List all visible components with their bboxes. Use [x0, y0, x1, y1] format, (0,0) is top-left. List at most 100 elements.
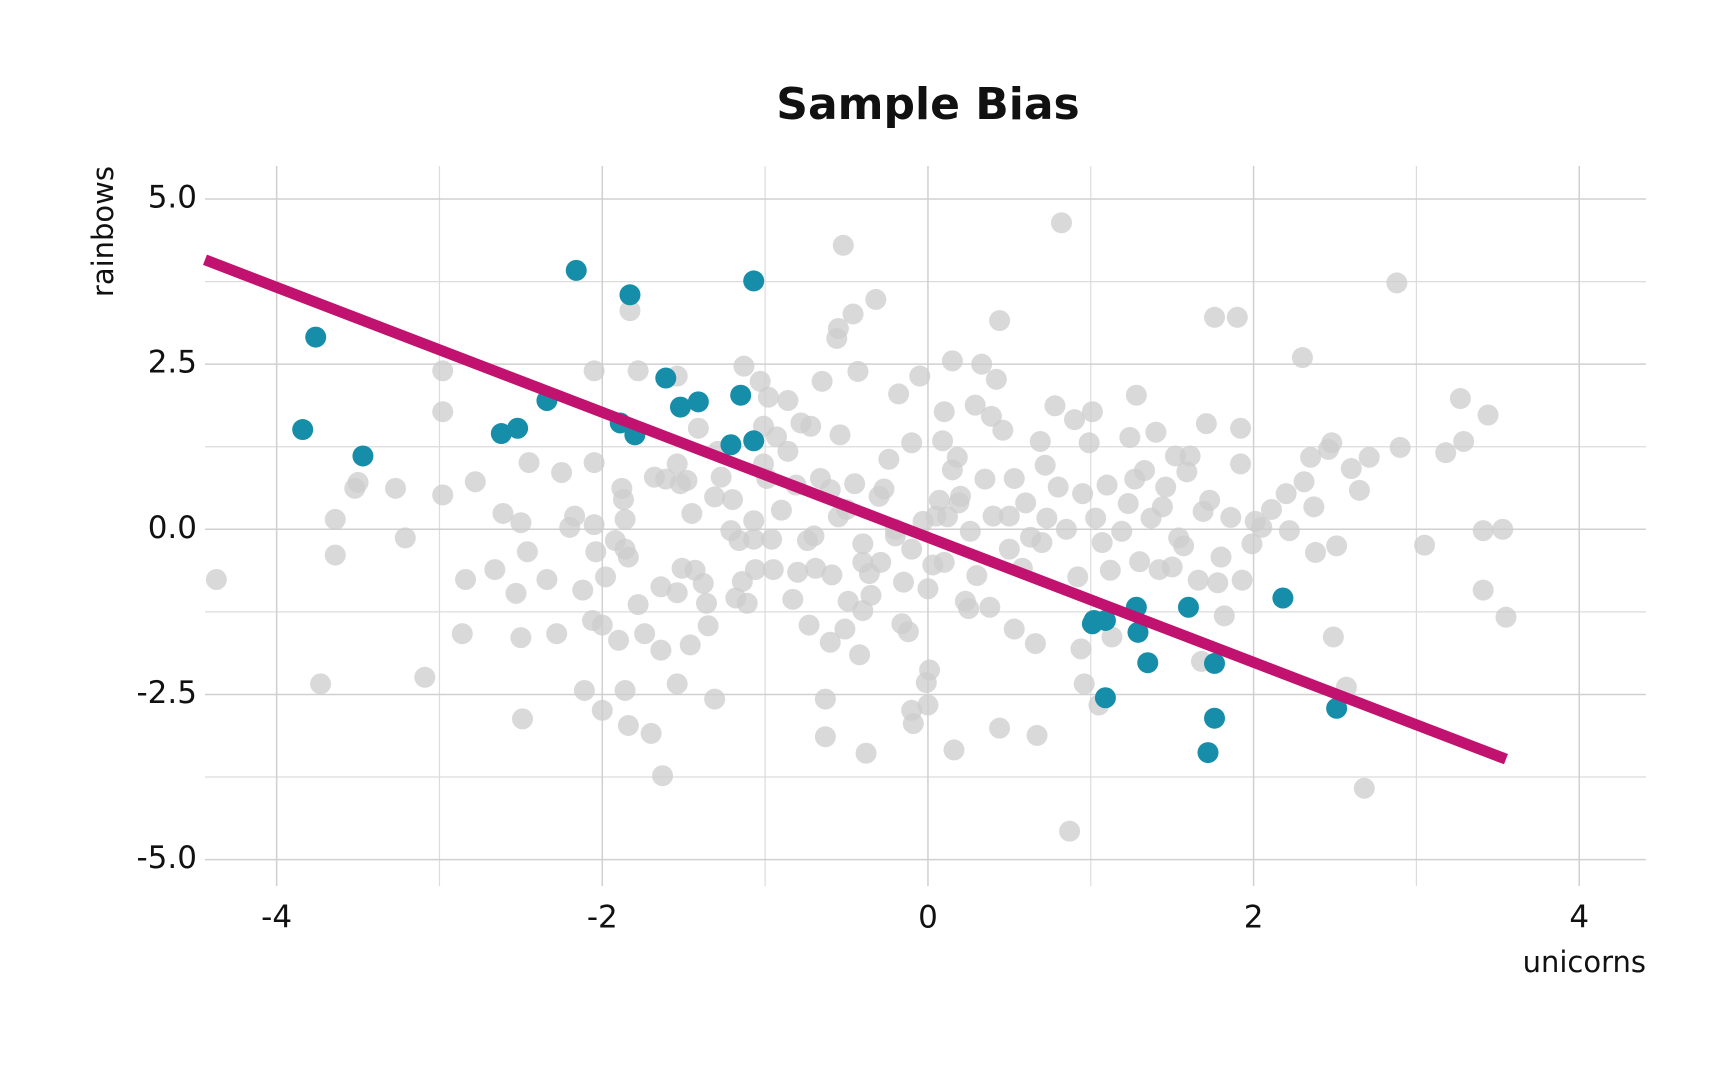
point: [1133, 460, 1155, 482]
point: [842, 303, 864, 325]
point: [852, 533, 874, 555]
point: [490, 423, 512, 445]
point: [573, 679, 595, 701]
point: [821, 564, 843, 586]
point: [1472, 520, 1494, 542]
point: [847, 360, 869, 382]
point: [385, 477, 407, 499]
point: [730, 384, 752, 406]
point: [1326, 535, 1348, 557]
point: [1204, 707, 1226, 729]
point: [617, 714, 639, 736]
point: [736, 592, 758, 614]
point: [1091, 532, 1113, 554]
point: [743, 430, 765, 452]
point: [1063, 409, 1085, 431]
point: [844, 473, 866, 495]
point: [305, 326, 327, 348]
point: [985, 368, 1007, 390]
point: [966, 565, 988, 587]
point: [546, 623, 568, 645]
point: [1220, 506, 1242, 528]
point: [1492, 518, 1514, 540]
point: [743, 528, 765, 550]
point: [901, 538, 923, 560]
point: [1304, 541, 1326, 563]
point: [1177, 596, 1199, 618]
point: [1129, 551, 1151, 573]
point: [827, 317, 849, 339]
point: [1164, 445, 1186, 467]
point: [1111, 520, 1133, 542]
point: [980, 405, 1002, 427]
point: [1137, 652, 1159, 674]
point: [591, 699, 613, 721]
point: [798, 614, 820, 636]
point: [324, 508, 346, 530]
x-tick-label: 0: [918, 900, 938, 936]
point: [1261, 498, 1283, 520]
point: [832, 234, 854, 256]
point: [1036, 507, 1058, 529]
point: [710, 466, 732, 488]
point: [1231, 569, 1253, 591]
point: [1145, 421, 1167, 443]
point: [565, 259, 587, 281]
point: [1024, 633, 1046, 655]
point: [1003, 618, 1025, 640]
point: [669, 396, 691, 418]
point: [870, 551, 892, 573]
point: [1155, 476, 1177, 498]
point: [761, 528, 783, 550]
point: [650, 576, 672, 598]
point: [1241, 533, 1263, 555]
point: [634, 623, 656, 645]
point: [1029, 430, 1051, 452]
point: [292, 419, 314, 441]
point: [1291, 347, 1313, 369]
point: [1173, 535, 1195, 557]
point: [583, 514, 605, 536]
point: [1015, 492, 1037, 514]
point: [583, 452, 605, 474]
point: [959, 520, 981, 542]
point: [1453, 430, 1475, 452]
point: [819, 631, 841, 653]
point: [1078, 432, 1100, 454]
point: [814, 726, 836, 748]
point: [1278, 520, 1300, 542]
point: [893, 571, 915, 593]
point: [1495, 606, 1517, 628]
point: [814, 688, 836, 710]
point: [992, 419, 1014, 441]
point: [803, 525, 825, 547]
x-tick-label: -2: [587, 900, 618, 936]
point: [510, 512, 532, 534]
point: [878, 448, 900, 470]
point: [1210, 546, 1232, 568]
point: [1272, 587, 1294, 609]
point: [1303, 496, 1325, 518]
point: [982, 505, 1004, 527]
point: [516, 541, 538, 563]
point: [1226, 306, 1248, 328]
point: [432, 360, 454, 382]
point: [762, 559, 784, 581]
point: [1099, 559, 1121, 581]
point: [414, 666, 436, 688]
x-tick-label: 4: [1569, 900, 1589, 936]
point: [1059, 820, 1081, 842]
point: [1321, 432, 1343, 454]
point: [1176, 461, 1198, 483]
point: [897, 621, 919, 643]
point: [492, 502, 514, 524]
point: [933, 551, 955, 573]
point: [989, 310, 1011, 332]
point: [640, 722, 662, 744]
point: [614, 508, 636, 530]
y-tick-label: 5.0: [148, 180, 197, 216]
point: [733, 355, 755, 377]
point: [347, 471, 369, 493]
x-tick-label: 2: [1244, 900, 1264, 936]
point: [1389, 436, 1411, 458]
